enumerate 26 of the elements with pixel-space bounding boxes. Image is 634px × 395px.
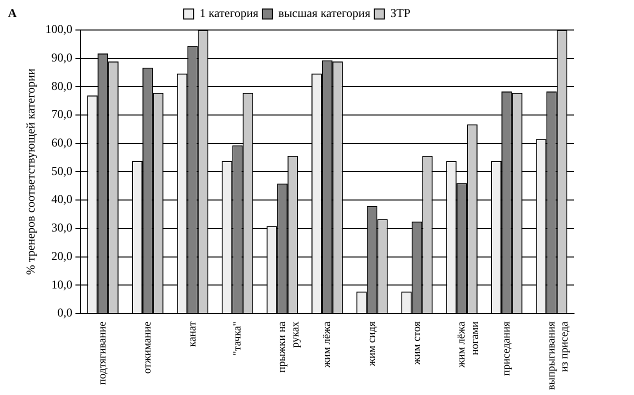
text: А [8, 6, 17, 20]
legend-label: 1 категория [200, 6, 259, 20]
x-tick-label: прыжки на руках [276, 320, 302, 373]
legend-label: высшая категория [278, 6, 371, 20]
x-tick-label: "тачка" [231, 321, 244, 356]
y-tick-label: 80,0 [51, 78, 72, 93]
y-tick-label: 0,0 [57, 306, 72, 320]
y-tick-label: 10,0 [51, 277, 72, 292]
y-tick-label: 20,0 [51, 248, 72, 263]
y-tick-label: 60,0 [51, 136, 72, 150]
x-tick-label: жим сидя [366, 321, 378, 368]
legend-label: ЗТР [390, 6, 411, 20]
x-tick-label: подтягивание [96, 321, 109, 385]
x-tick-label: жим лёжа [321, 321, 334, 369]
y-tick-label: 70,0 [51, 107, 72, 122]
x-tick-label: жим стоя [410, 321, 423, 366]
y-tick-label: 100,0 [45, 22, 72, 36]
x-tick-label: приседания [500, 321, 513, 376]
y-axis-title: % тренеров соответствующей категории [23, 68, 38, 275]
y-tick-label: 30,0 [51, 220, 72, 235]
y-tick-label: 40,0 [51, 192, 72, 206]
y-tick-label: 90,0 [51, 50, 72, 65]
x-tick-label: канат [186, 321, 198, 347]
y-tick-label: 50,0 [51, 164, 72, 178]
x-tick-label: отжимание [142, 321, 154, 374]
x-tick-label: жим лёжа ногами [456, 321, 481, 369]
